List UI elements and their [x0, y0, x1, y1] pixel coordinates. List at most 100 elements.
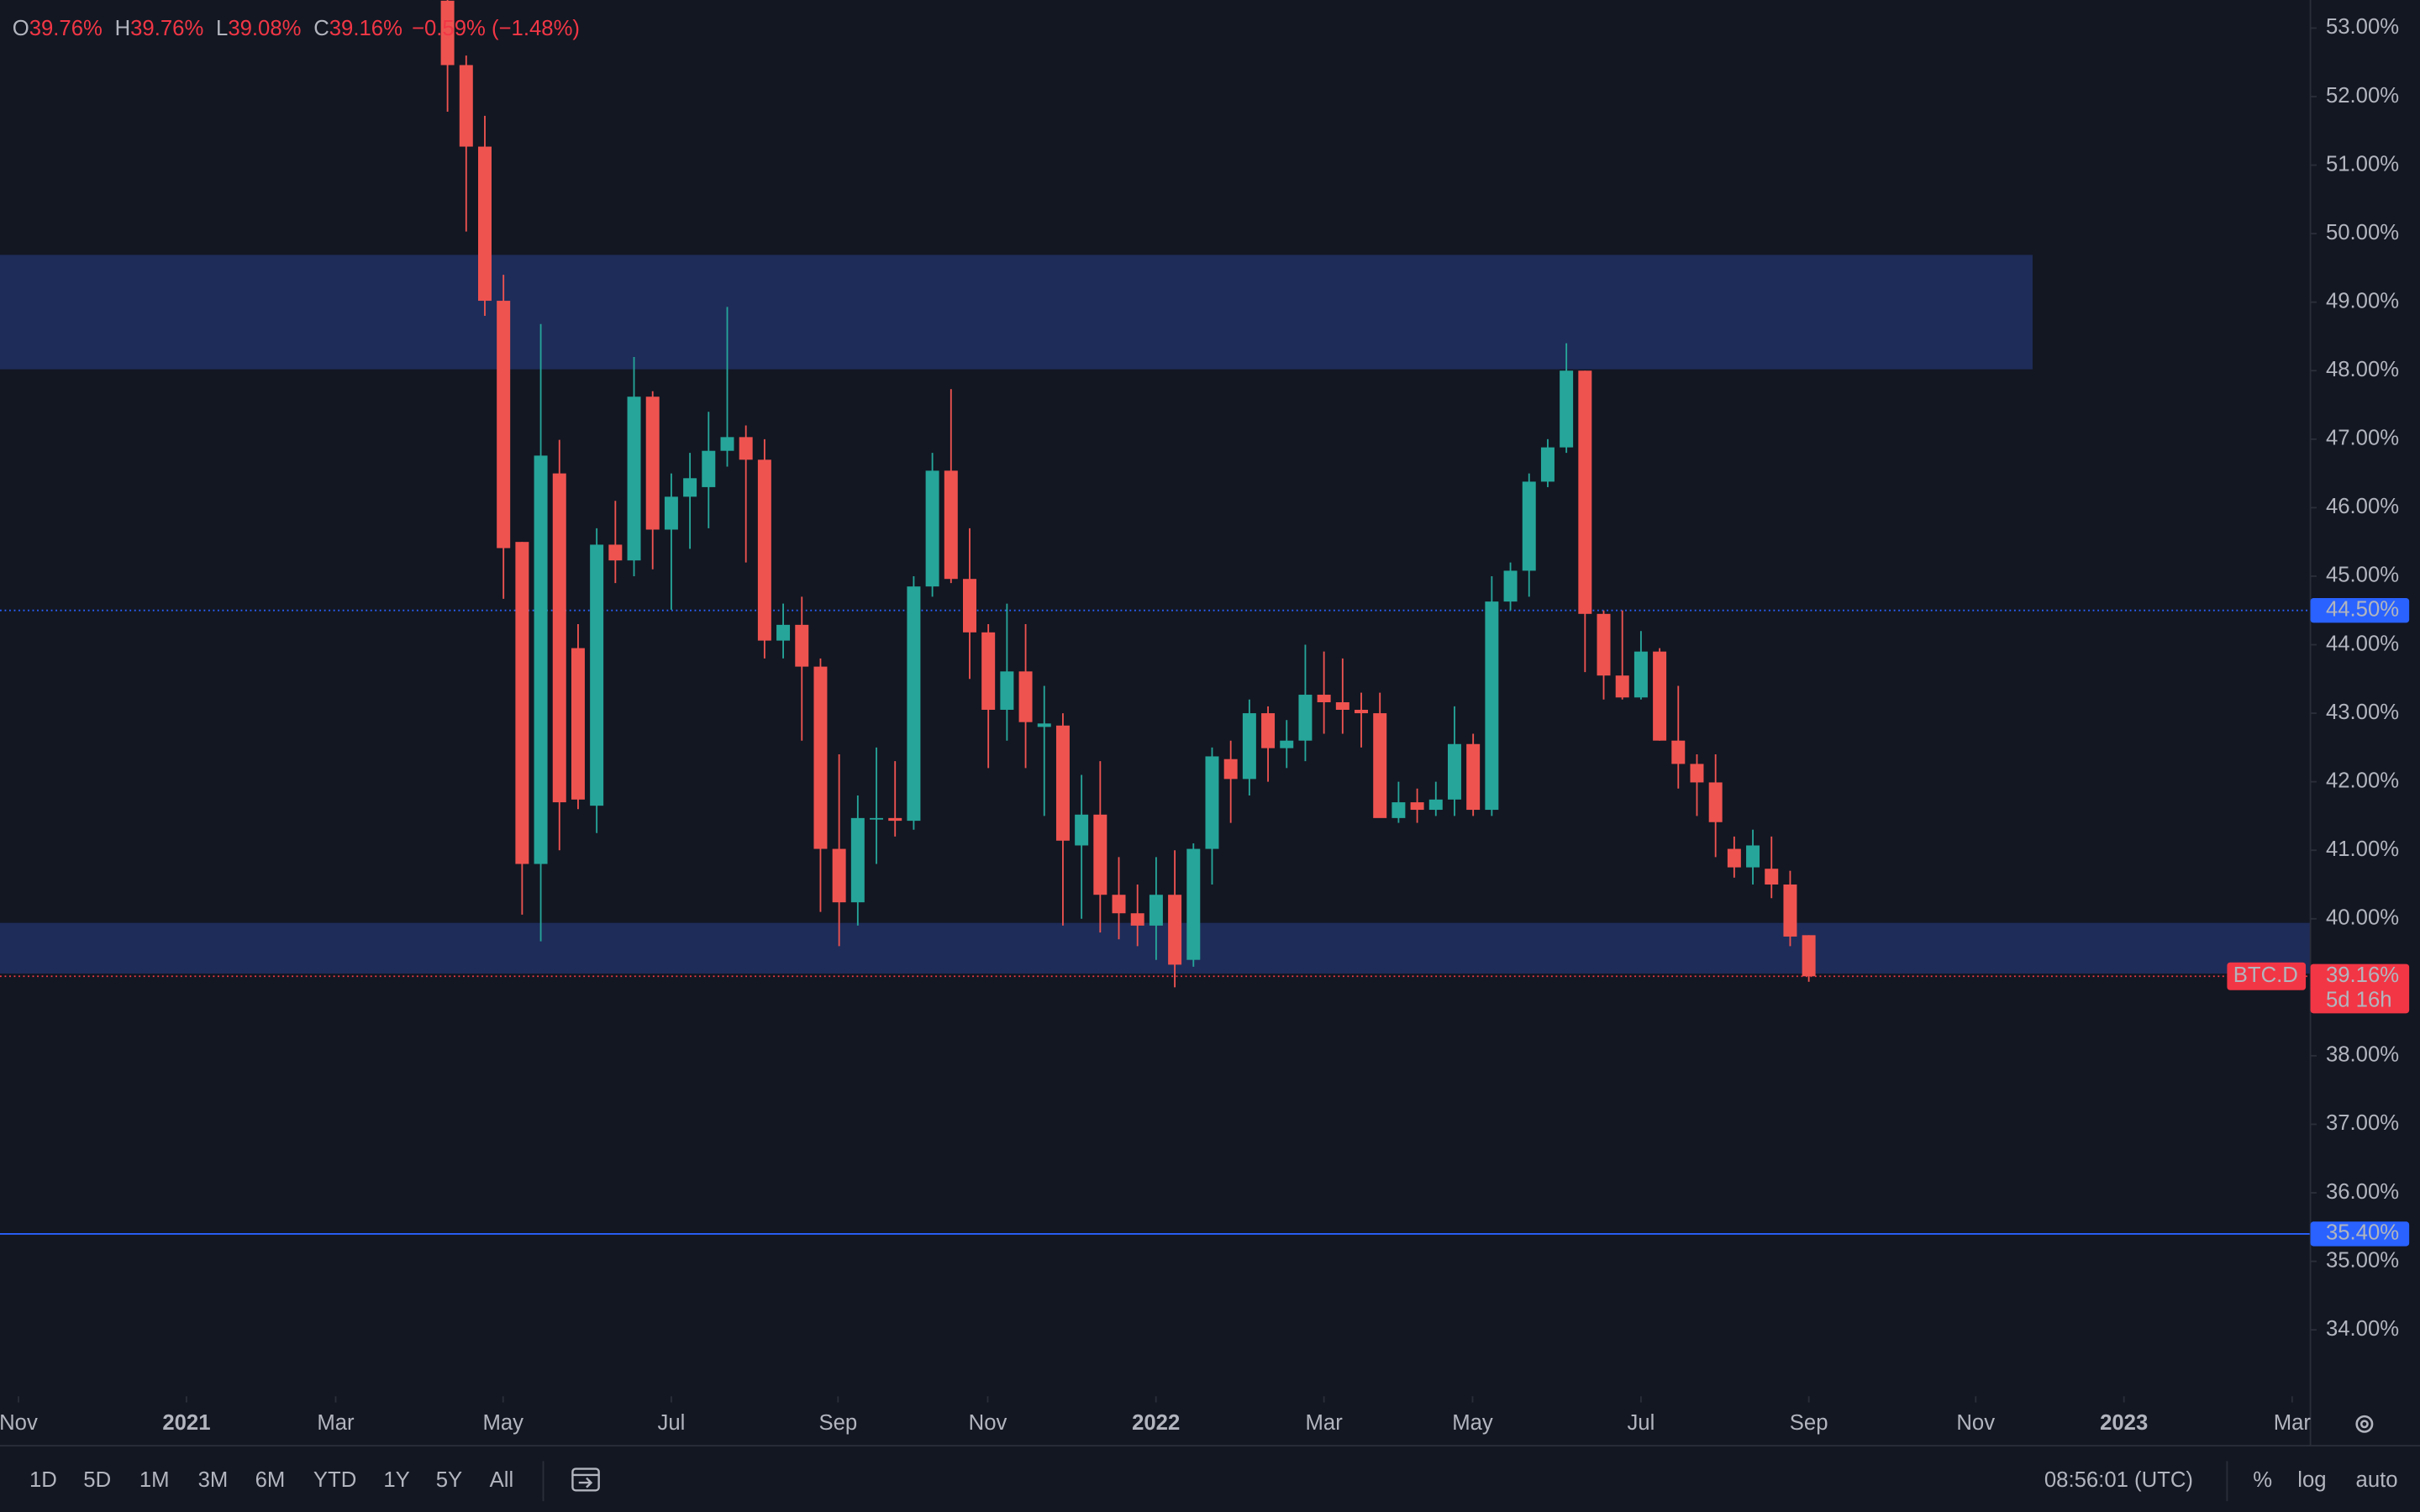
candle-body	[571, 648, 585, 800]
x-tick-label: Sep	[1790, 1411, 1828, 1435]
x-tick-label: Sep	[818, 1411, 857, 1435]
x-tick-label: May	[1452, 1411, 1493, 1435]
candle-body	[1615, 675, 1629, 698]
y-tick-label: 48.00%	[2326, 358, 2399, 381]
ohlc-key: L	[216, 17, 228, 40]
y-tick-label: 43.00%	[2326, 701, 2399, 724]
x-tick-label: May	[482, 1411, 523, 1435]
y-tick-label: 51.00%	[2326, 152, 2399, 176]
range-button[interactable]: 6M	[255, 1468, 286, 1492]
candle-body	[720, 437, 734, 451]
level-label: 35.40%	[2326, 1221, 2399, 1245]
range-button[interactable]: 1Y	[383, 1468, 409, 1492]
candle-body	[1727, 848, 1741, 868]
x-tick-label: Mar	[1306, 1411, 1344, 1435]
x-tick-label: Mar	[317, 1411, 355, 1435]
scale-option[interactable]: %	[2253, 1468, 2272, 1492]
candle-body	[1671, 740, 1686, 764]
candle-body	[627, 396, 641, 561]
candle-body	[739, 437, 753, 460]
zone	[0, 255, 2033, 370]
candle-body	[1597, 613, 1611, 676]
x-tick-label: Jul	[657, 1411, 685, 1435]
last-price-bg	[2310, 963, 2410, 1014]
candle-body	[1410, 802, 1424, 811]
range-button[interactable]: All	[490, 1468, 514, 1492]
candle-body	[478, 146, 492, 302]
candle-body	[1485, 601, 1499, 811]
candle-body	[832, 848, 846, 903]
candle-body	[1261, 713, 1276, 748]
ohlc-value: 39.76%	[130, 17, 203, 40]
candle-body	[608, 544, 623, 561]
y-tick-label: 36.00%	[2326, 1180, 2399, 1204]
range-button[interactable]: 1M	[139, 1468, 170, 1492]
candle-body	[1802, 935, 1816, 977]
y-tick-label: 45.00%	[2326, 564, 2399, 587]
level-label-bg	[2310, 1221, 2410, 1247]
candle-body	[459, 65, 473, 147]
scale-option[interactable]: auto	[2356, 1468, 2398, 1492]
candle-body	[1130, 913, 1144, 926]
candle-body	[795, 624, 809, 667]
x-tick-label: 2022	[1132, 1411, 1180, 1435]
range-button[interactable]: 1D	[29, 1468, 57, 1492]
candle-body	[757, 459, 771, 641]
x-tick-label: Nov	[0, 1411, 38, 1435]
candle-body	[981, 632, 996, 710]
candle-body	[1765, 869, 1779, 885]
candle-body	[944, 470, 958, 580]
candle-body	[683, 478, 697, 497]
plot-area	[0, 0, 2311, 1235]
ohlc-value: 39.76%	[29, 17, 103, 40]
range-button[interactable]: 5Y	[436, 1468, 462, 1492]
candle-body	[1355, 709, 1369, 714]
countdown-label: 5d 16h	[2326, 988, 2392, 1011]
y-tick-label: 40.00%	[2326, 906, 2399, 930]
ohlc-value: 39.16%	[329, 17, 402, 40]
candle-body	[1466, 743, 1481, 811]
candle-body	[1522, 481, 1536, 571]
level-label: 44.50%	[2326, 598, 2399, 622]
x-tick-label: Nov	[1956, 1411, 1995, 1435]
candle-body	[850, 817, 865, 903]
scale-option[interactable]: log	[2297, 1468, 2326, 1492]
y-tick-label: 41.00%	[2326, 837, 2399, 861]
candle-body	[590, 544, 604, 806]
candle-body	[1075, 814, 1089, 846]
candle-body	[497, 301, 511, 549]
candle-body	[1690, 764, 1704, 783]
y-tick-label: 38.00%	[2326, 1043, 2399, 1067]
candle-body	[1242, 713, 1256, 780]
range-button[interactable]: 3M	[198, 1468, 229, 1492]
ohlc-key: H	[115, 17, 131, 40]
symbol-label-bg	[2227, 962, 2307, 990]
range-button[interactable]: YTD	[313, 1468, 356, 1492]
candle-body	[1783, 884, 1797, 937]
candle-body	[1634, 651, 1648, 698]
candle-body	[813, 666, 828, 849]
settings-icon[interactable]	[2355, 1415, 2374, 1433]
candle-body	[1186, 848, 1201, 960]
range-button[interactable]: 5D	[83, 1468, 111, 1492]
x-tick-label: 2023	[2100, 1411, 2148, 1435]
candle-body	[664, 496, 678, 530]
candle-body	[1447, 743, 1461, 800]
y-tick-label: 49.00%	[2326, 289, 2399, 312]
candle-body	[870, 817, 884, 820]
y-tick-label: 42.00%	[2326, 769, 2399, 792]
candle-body	[440, 0, 455, 66]
y-tick-label: 44.00%	[2326, 632, 2399, 655]
candle-body	[1540, 447, 1555, 482]
candle-body	[1000, 671, 1014, 710]
candle-body	[1503, 570, 1518, 602]
ohlc-key: O	[13, 17, 29, 40]
candle-body	[515, 542, 529, 864]
date-range-icon[interactable]	[571, 1467, 600, 1492]
candle-body	[1093, 814, 1107, 895]
y-tick-label: 50.00%	[2326, 221, 2399, 244]
last-price-label: 39.16%	[2326, 963, 2399, 987]
x-tick-label: Nov	[969, 1411, 1007, 1435]
candle-body	[1112, 895, 1126, 914]
